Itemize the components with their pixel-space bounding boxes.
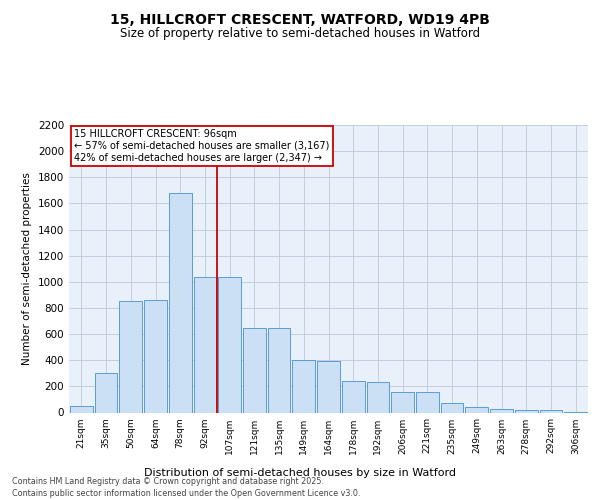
Text: Contains public sector information licensed under the Open Government Licence v3: Contains public sector information licen… [12, 489, 361, 498]
Bar [490, 408, 513, 412]
Bar [515, 410, 538, 412]
Bar [292, 360, 315, 412]
Bar [243, 328, 266, 412]
Bar [119, 302, 142, 412]
Text: 15, HILLCROFT CRESCENT, WATFORD, WD19 4PB: 15, HILLCROFT CRESCENT, WATFORD, WD19 4P… [110, 12, 490, 26]
Y-axis label: Number of semi-detached properties: Number of semi-detached properties [22, 172, 32, 365]
Bar [391, 392, 414, 412]
Text: Distribution of semi-detached houses by size in Watford: Distribution of semi-detached houses by … [144, 468, 456, 477]
Bar [441, 402, 463, 412]
Bar [367, 382, 389, 412]
Text: 15 HILLCROFT CRESCENT: 96sqm
← 57% of semi-detached houses are smaller (3,167)
4: 15 HILLCROFT CRESCENT: 96sqm ← 57% of se… [74, 130, 329, 162]
Bar [539, 410, 562, 412]
Bar [416, 392, 439, 412]
Bar [144, 300, 167, 412]
Text: Contains HM Land Registry data © Crown copyright and database right 2025.: Contains HM Land Registry data © Crown c… [12, 478, 324, 486]
Bar [194, 276, 216, 412]
Bar [268, 328, 290, 412]
Bar [169, 193, 191, 412]
Bar [342, 381, 365, 412]
Bar [70, 406, 93, 412]
Bar [317, 361, 340, 412]
Bar [218, 276, 241, 412]
Bar [466, 408, 488, 412]
Text: Size of property relative to semi-detached houses in Watford: Size of property relative to semi-detach… [120, 28, 480, 40]
Bar [95, 374, 118, 412]
